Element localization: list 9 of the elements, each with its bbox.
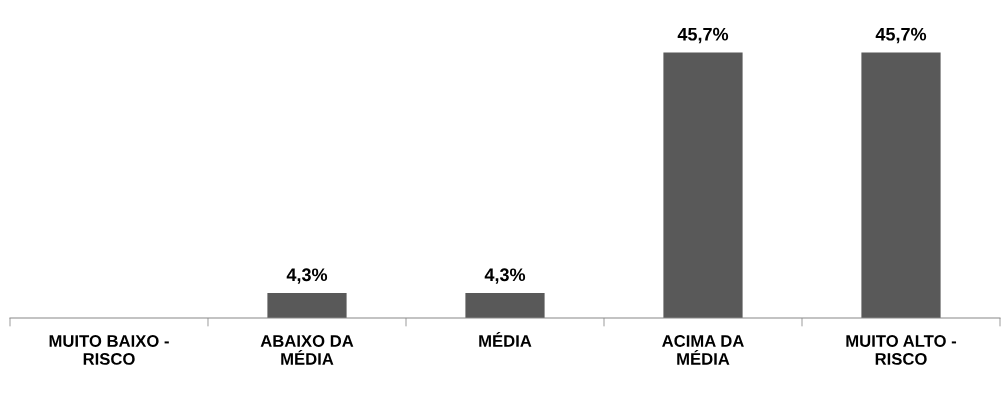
x-tick-label: ABAIXO DA MÉDIA	[260, 335, 354, 365]
x-tick-label: MÉDIA	[479, 331, 532, 347]
data-label: 4,3%	[286, 268, 328, 284]
data-label: 4,3%	[484, 268, 526, 284]
x-tick-label: MUITO BAIXO - RISCO	[49, 335, 169, 365]
x-tick-label: MUITO ALTO - RISCO	[846, 335, 957, 365]
data-label: 45,7%	[677, 27, 729, 44]
data-label: 45,7%	[875, 27, 927, 44]
x-tick-label: ACIMA DA MÉDIA	[662, 335, 744, 365]
